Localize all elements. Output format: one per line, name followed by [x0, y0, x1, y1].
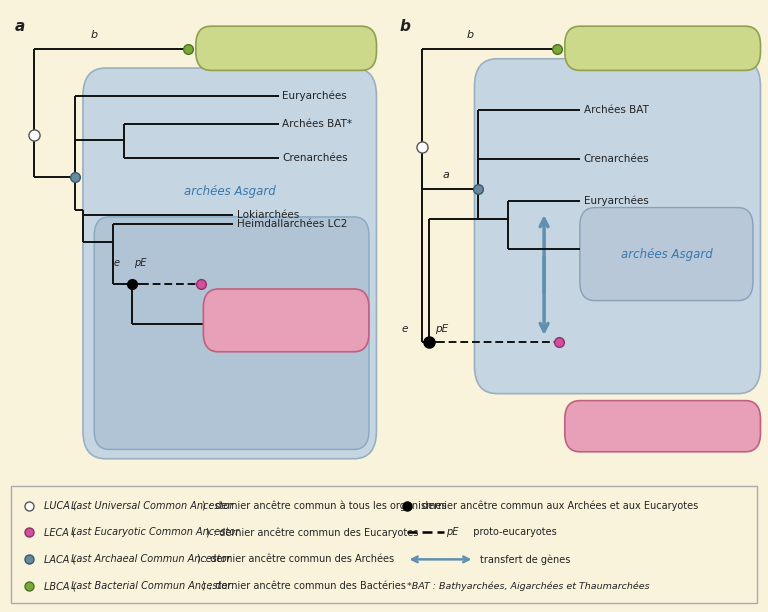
FancyBboxPatch shape [475, 59, 760, 394]
Text: LUCA (: LUCA ( [44, 501, 77, 510]
Text: ) ; dernier ancêtre commun des Bactéries: ) ; dernier ancêtre commun des Bactéries [202, 581, 406, 591]
Text: Last Bacterial Commun Ancestor: Last Bacterial Commun Ancestor [71, 581, 231, 591]
Text: ) : dernier ancêtre commun à tous les organismes: ) : dernier ancêtre commun à tous les or… [202, 500, 446, 511]
FancyBboxPatch shape [564, 26, 760, 70]
Text: Crenarchées: Crenarchées [283, 153, 348, 163]
FancyBboxPatch shape [564, 401, 760, 452]
Text: Archées: Archées [592, 36, 643, 49]
Text: Eucaryotes: Eucaryotes [247, 314, 325, 327]
Text: *BAT : Bathyarchées, Aigarchées et Thaumarchées: *BAT : Bathyarchées, Aigarchées et Thaum… [406, 581, 649, 591]
Text: Bactéries: Bactéries [253, 42, 319, 55]
Text: LBCA (: LBCA ( [44, 581, 76, 591]
Text: b: b [467, 31, 474, 40]
Text: archées Asgard: archées Asgard [621, 248, 712, 261]
FancyBboxPatch shape [83, 68, 376, 459]
FancyBboxPatch shape [196, 26, 376, 70]
Text: transfert de gènes: transfert de gènes [480, 554, 571, 565]
Text: Heimdallarchées LC3: Heimdallarchées LC3 [237, 319, 348, 329]
Text: Eucaryotes: Eucaryotes [624, 420, 701, 433]
Text: Lokiarchées: Lokiarchées [237, 209, 300, 220]
Text: Last Archaeal Commun Ancestor: Last Archaeal Commun Ancestor [71, 554, 230, 564]
Text: Archées: Archées [204, 45, 255, 58]
Text: a: a [15, 19, 25, 34]
Text: archées Asgard: archées Asgard [184, 185, 276, 198]
Text: Crenarchées: Crenarchées [584, 154, 649, 164]
Text: Euryarchées: Euryarchées [584, 195, 648, 206]
Text: LACA (: LACA ( [44, 554, 76, 564]
Text: Last Eucaryotic Common Ancestor: Last Eucaryotic Common Ancestor [71, 528, 239, 537]
FancyBboxPatch shape [204, 289, 369, 352]
Text: Last Universal Common Ancestor: Last Universal Common Ancestor [71, 501, 233, 510]
Text: pE: pE [435, 324, 448, 334]
Text: Heimdallarchées LC2: Heimdallarchées LC2 [237, 219, 348, 229]
Text: Archées BAT*: Archées BAT* [283, 119, 353, 129]
Text: e: e [113, 258, 119, 269]
Text: Archées BAT: Archées BAT [584, 105, 648, 115]
Text: LECA (: LECA ( [44, 528, 75, 537]
Text: pE: pE [134, 258, 146, 269]
Text: e: e [401, 324, 408, 334]
Text: b: b [399, 19, 410, 34]
FancyBboxPatch shape [580, 207, 753, 300]
Text: a: a [442, 170, 449, 180]
Text: pE: pE [446, 528, 458, 537]
Text: proto-eucaryotes: proto-eucaryotes [467, 528, 557, 537]
Text: ) : dernier ancêtre commun des Eucaryotes: ) : dernier ancêtre commun des Eucaryote… [207, 527, 419, 538]
FancyBboxPatch shape [12, 486, 756, 603]
Text: Bactéries: Bactéries [630, 42, 696, 55]
Text: b: b [91, 29, 98, 40]
Text: Euryarchées: Euryarchées [283, 91, 347, 101]
Text: dernier ancêtre commun aux Archées et aux Eucaryotes: dernier ancêtre commun aux Archées et au… [422, 500, 698, 511]
FancyBboxPatch shape [94, 217, 369, 449]
Text: ) : dernier ancêtre commun des Archées: ) : dernier ancêtre commun des Archées [197, 554, 395, 564]
